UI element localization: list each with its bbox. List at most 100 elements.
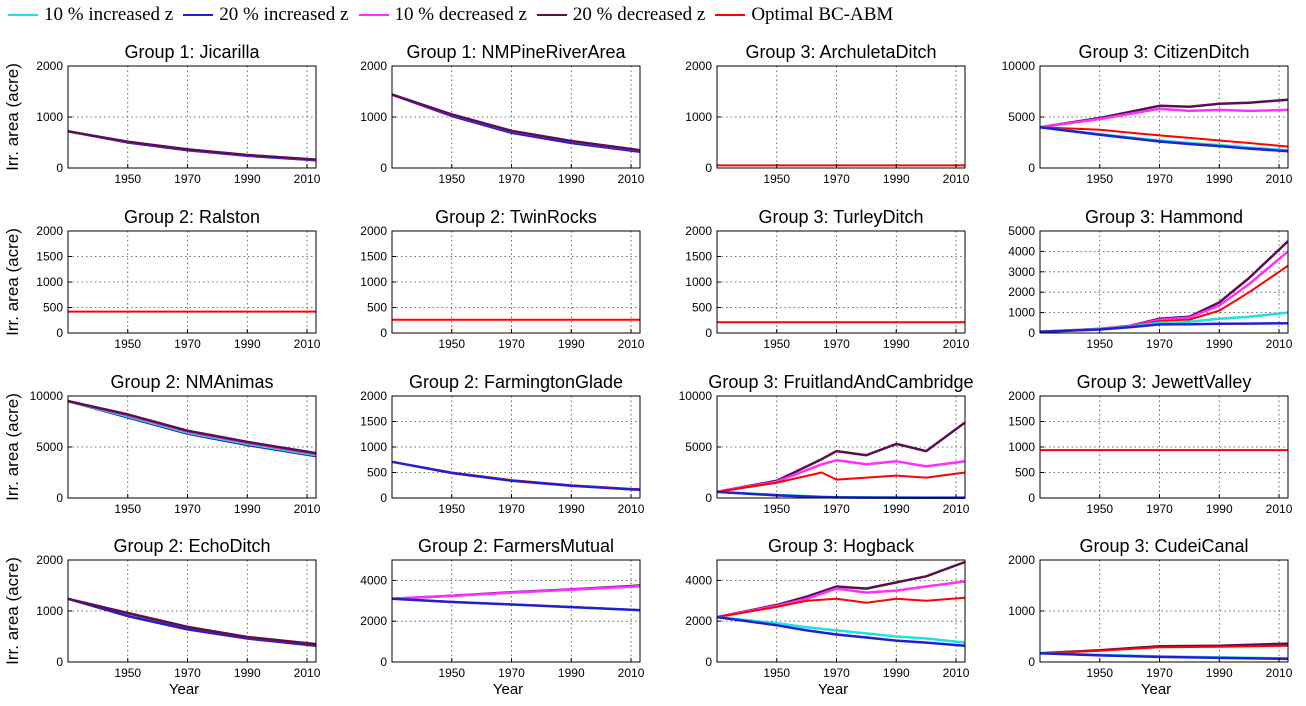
series-line bbox=[391, 597, 641, 612]
x-tick-label: 1950 bbox=[1086, 337, 1113, 351]
y-tick-label: 0 bbox=[1028, 491, 1035, 505]
y-tick-label: 10000 bbox=[30, 389, 64, 403]
series-line bbox=[716, 459, 966, 494]
series-line bbox=[67, 399, 317, 455]
y-tick-label: 2000 bbox=[1008, 389, 1035, 403]
series-line bbox=[67, 130, 317, 161]
plots-svg: Group 1: Jicarilla 0 1000 2000 1950 1970 1990 2… bbox=[3, 42, 1293, 698]
x-axis-label: Year bbox=[1141, 681, 1171, 698]
series-line bbox=[67, 130, 317, 161]
x-tick-label: 1950 bbox=[438, 666, 465, 680]
x-tick-label: 1970 bbox=[498, 172, 525, 186]
series-line bbox=[716, 471, 966, 493]
legend-label: 20 % increased z bbox=[219, 4, 349, 25]
y-tick-label: 0 bbox=[705, 655, 712, 669]
series-line bbox=[1039, 644, 1289, 655]
y-tick-label: 1500 bbox=[360, 250, 387, 264]
y-tick-label: 1000 bbox=[1008, 604, 1035, 618]
subplot: Group 3: CudeiCanal 0 1000 2000 1950 1970 1990… bbox=[1008, 536, 1292, 698]
y-axis-label: Irr. area (acre) bbox=[3, 228, 22, 336]
x-tick-label: 1990 bbox=[234, 666, 261, 680]
y-axis-label: Irr. area (acre) bbox=[3, 557, 22, 665]
y-tick-label: 2000 bbox=[360, 614, 387, 628]
y-tick-label: 0 bbox=[56, 161, 63, 175]
x-tick-label: 1990 bbox=[558, 502, 585, 516]
y-tick-label: 0 bbox=[705, 326, 712, 340]
legend-label: 10 % increased z bbox=[44, 4, 174, 25]
subplot-title: Group 3: CitizenDitch bbox=[1078, 42, 1249, 62]
x-tick-label: 1970 bbox=[1146, 337, 1173, 351]
x-tick-label: 2010 bbox=[618, 502, 645, 516]
y-tick-label: 2000 bbox=[685, 224, 712, 238]
x-tick-label: 1950 bbox=[438, 502, 465, 516]
x-tick-label: 1970 bbox=[174, 666, 201, 680]
x-tick-label: 2010 bbox=[1266, 172, 1293, 186]
legend-item: 10 % increased z bbox=[8, 4, 173, 26]
y-tick-label: 500 bbox=[692, 301, 712, 315]
x-tick-label: 1990 bbox=[558, 666, 585, 680]
y-tick-label: 0 bbox=[705, 491, 712, 505]
x-tick-label: 2010 bbox=[943, 172, 970, 186]
x-tick-label: 2010 bbox=[294, 172, 321, 186]
legend-label: 10 % decreased z bbox=[394, 4, 527, 25]
x-tick-label: 1970 bbox=[823, 337, 850, 351]
y-tick-label: 2000 bbox=[36, 224, 63, 238]
y-tick-label: 0 bbox=[705, 161, 712, 175]
x-tick-label: 1970 bbox=[823, 666, 850, 680]
subplot-title: Group 3: ArchuletaDitch bbox=[745, 42, 936, 62]
y-tick-label: 1500 bbox=[685, 250, 712, 264]
y-tick-label: 2000 bbox=[36, 553, 63, 567]
legend-swatch bbox=[183, 14, 214, 16]
y-tick-label: 1000 bbox=[36, 604, 63, 618]
subplot-title: Group 3: CudeiCanal bbox=[1079, 536, 1248, 556]
y-axis-label: Irr. area (acre) bbox=[3, 393, 22, 501]
legend-swatch bbox=[8, 14, 38, 16]
legend-swatch bbox=[715, 14, 746, 16]
y-tick-label: 2000 bbox=[36, 59, 63, 73]
legend-item: 20 % increased z bbox=[183, 4, 349, 26]
x-tick-label: 1990 bbox=[1206, 502, 1233, 516]
y-tick-label: 0 bbox=[1028, 655, 1035, 669]
y-tick-label: 5000 bbox=[1008, 224, 1035, 238]
y-tick-label: 500 bbox=[43, 301, 63, 315]
legend-item: Optimal BC-ABM bbox=[715, 4, 893, 26]
x-tick-label: 1990 bbox=[1206, 666, 1233, 680]
legend-swatch bbox=[358, 14, 389, 16]
plot-frame bbox=[1039, 230, 1289, 334]
subplot: Group 3: CitizenDitch 0 5000 10000 1950 1970 1… bbox=[1002, 42, 1293, 186]
x-tick-label: 1990 bbox=[1206, 337, 1233, 351]
x-tick-label: 1950 bbox=[438, 337, 465, 351]
series-line bbox=[1039, 321, 1289, 334]
subplot-title: Group 3: TurleyDitch bbox=[758, 207, 923, 227]
series-line bbox=[391, 93, 641, 152]
subplot: Group 2: NMAnimas 0 5000 10000 1950 1970 1990 2… bbox=[3, 372, 321, 516]
subplot: Group 3: ArchuletaDitch 0 1000 2000 1950 1970… bbox=[685, 42, 969, 186]
series-line bbox=[67, 597, 317, 647]
x-tick-label: 1990 bbox=[558, 337, 585, 351]
x-tick-label: 1970 bbox=[498, 502, 525, 516]
subplot: Group 3: JewettValley 0 500 1000 1500 2000 195… bbox=[1008, 372, 1292, 516]
subplot: Group 3: Hogback 0 2000 4000 1950 1970 1990 201… bbox=[685, 536, 969, 698]
x-tick-label: 1970 bbox=[1146, 502, 1173, 516]
x-tick-label: 1970 bbox=[498, 666, 525, 680]
x-tick-label: 2010 bbox=[1266, 337, 1293, 351]
x-tick-label: 1950 bbox=[763, 666, 790, 680]
subplot: Group 3: FruitlandAndCambridge 0 5000 10000… bbox=[679, 372, 974, 516]
y-tick-label: 0 bbox=[1028, 161, 1035, 175]
y-tick-label: 1000 bbox=[685, 275, 712, 289]
x-tick-label: 1990 bbox=[234, 172, 261, 186]
x-tick-label: 1990 bbox=[883, 666, 910, 680]
x-axis-label: Year bbox=[493, 681, 523, 698]
y-tick-label: 4000 bbox=[360, 573, 387, 587]
x-tick-label: 1990 bbox=[558, 172, 585, 186]
series-line bbox=[1039, 652, 1289, 661]
x-tick-label: 1990 bbox=[883, 337, 910, 351]
x-tick-label: 1950 bbox=[114, 337, 141, 351]
x-tick-label: 1950 bbox=[1086, 172, 1113, 186]
legend-label: 20 % decreased z bbox=[572, 4, 706, 25]
y-tick-label: 1500 bbox=[1008, 415, 1035, 429]
x-tick-label: 2010 bbox=[618, 337, 645, 351]
x-tick-label: 1970 bbox=[1146, 666, 1173, 680]
y-tick-label: 5000 bbox=[1008, 110, 1035, 124]
y-tick-label: 0 bbox=[56, 491, 63, 505]
